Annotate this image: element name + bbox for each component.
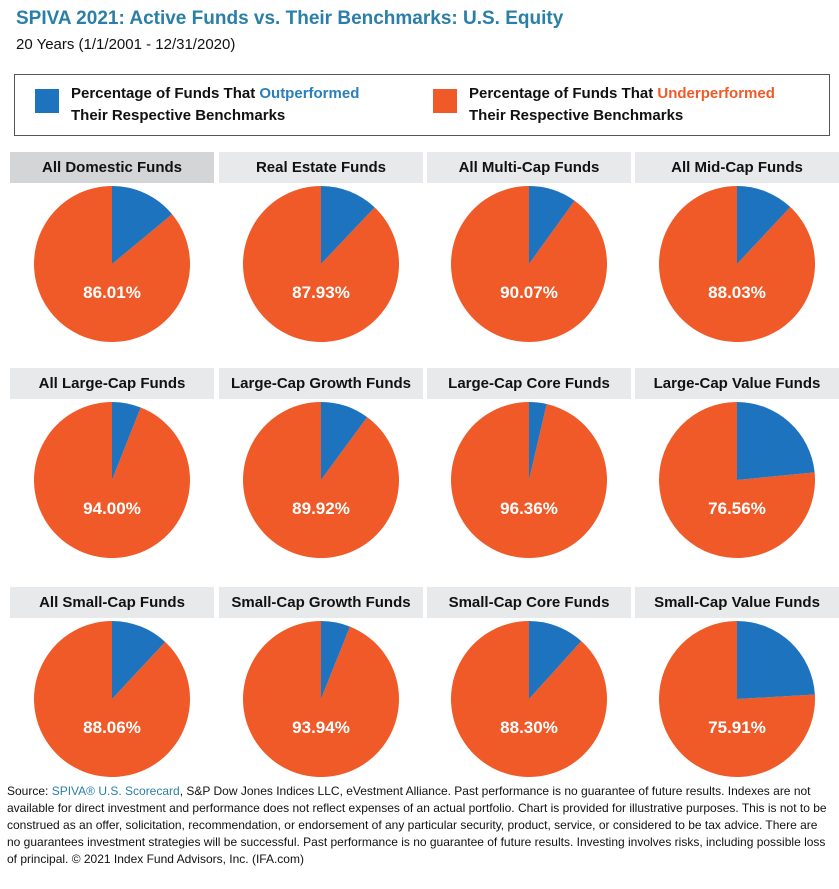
source-prefix: Source:: [7, 784, 52, 798]
pie-chart-title: Large-Cap Growth Funds: [219, 368, 423, 399]
legend-item-outperformed: Percentage of Funds That Outperformed Th…: [35, 83, 359, 127]
pie-slice-outperformed: [112, 186, 173, 264]
pie-chart-all-large-cap-funds: All Large-Cap Funds 94.00%: [10, 368, 214, 578]
legend-text-underperformed: Percentage of Funds That Underperformed …: [469, 83, 775, 127]
pie-data-label: 96.36%: [500, 499, 558, 518]
pie-svg: 76.56%: [659, 402, 815, 558]
pie-chart-all-multi-cap-funds: All Multi-Cap Funds 90.07%: [427, 152, 631, 362]
pie-slice-outperformed: [112, 621, 166, 699]
pie-slice-underperformed: [34, 621, 190, 777]
pie-chart-title: All Multi-Cap Funds: [427, 152, 631, 183]
pie-chart-all-small-cap-funds: All Small-Cap Funds 88.06%: [10, 587, 214, 797]
pie-svg: 86.01%: [34, 186, 190, 342]
pie-slice-outperformed: [737, 621, 815, 699]
pie-slice-underperformed: [659, 402, 815, 558]
pie-chart-title: Small-Cap Growth Funds: [219, 587, 423, 618]
pie-svg: 96.36%: [451, 402, 607, 558]
pie-svg: 94.00%: [34, 402, 190, 558]
pie-slice-outperformed: [321, 621, 350, 699]
pie-chart-small-cap-core-funds: Small-Cap Core Funds 88.30%: [427, 587, 631, 797]
pie-slice-underperformed: [451, 402, 607, 558]
pie-data-label: 75.91%: [708, 718, 766, 737]
pie-chart-large-cap-value-funds: Large-Cap Value Funds 76.56%: [635, 368, 839, 578]
pie-chart-title: All Large-Cap Funds: [10, 368, 214, 399]
pie-chart-small-cap-value-funds: Small-Cap Value Funds 75.91%: [635, 587, 839, 797]
pie-data-label: 76.56%: [708, 499, 766, 518]
pie-chart-title: Large-Cap Core Funds: [427, 368, 631, 399]
legend-prefix: Percentage of Funds That: [469, 85, 658, 102]
pie-slice-outperformed: [529, 186, 575, 264]
pie-svg: 88.06%: [34, 621, 190, 777]
pie-data-label: 86.01%: [83, 283, 141, 302]
pie-slice-underperformed: [243, 621, 399, 777]
pie-data-label: 88.03%: [708, 283, 766, 302]
legend-suffix: Their Respective Benchmarks: [469, 107, 684, 124]
chart-subtitle: 20 Years (1/1/2001 - 12/31/2020): [16, 36, 236, 53]
pie-slice-outperformed: [321, 186, 375, 264]
pie-chart-real-estate-funds: Real Estate Funds 87.93%: [219, 152, 423, 362]
pie-data-label: 90.07%: [500, 283, 558, 302]
pie-slice-underperformed: [243, 186, 399, 342]
pie-chart-title: Large-Cap Value Funds: [635, 368, 839, 399]
pie-svg: 87.93%: [243, 186, 399, 342]
pie-svg: 75.91%: [659, 621, 815, 777]
pie-chart-large-cap-growth-funds: Large-Cap Growth Funds 89.92%: [219, 368, 423, 578]
pie-chart-small-cap-growth-funds: Small-Cap Growth Funds 93.94%: [219, 587, 423, 797]
legend-text-outperformed: Percentage of Funds That Outperformed Th…: [71, 83, 359, 127]
legend-swatch-outperformed: [35, 89, 59, 113]
legend-item-underperformed: Percentage of Funds That Underperformed …: [433, 83, 775, 127]
legend-prefix: Percentage of Funds That: [71, 85, 260, 102]
pie-slice-underperformed: [659, 621, 815, 777]
pie-data-label: 88.30%: [500, 718, 558, 737]
pie-slice-outperformed: [529, 621, 582, 699]
pie-chart-large-cap-core-funds: Large-Cap Core Funds 96.36%: [427, 368, 631, 578]
legend-highlight-outperformed: Outperformed: [259, 85, 360, 102]
source-link[interactable]: SPIVA® U.S. Scorecard: [51, 784, 180, 798]
pie-chart-title: All Small-Cap Funds: [10, 587, 214, 618]
pie-slice-outperformed: [529, 402, 547, 480]
pie-chart-title: All Mid-Cap Funds: [635, 152, 839, 183]
pie-svg: 88.03%: [659, 186, 815, 342]
pie-slice-underperformed: [451, 186, 607, 342]
pie-chart-title: Small-Cap Value Funds: [635, 587, 839, 618]
pie-svg: 90.07%: [451, 186, 607, 342]
pie-chart-title: Small-Cap Core Funds: [427, 587, 631, 618]
pie-slice-underperformed: [451, 621, 607, 777]
legend-swatch-underperformed: [433, 89, 457, 113]
pie-data-label: 89.92%: [292, 499, 350, 518]
pie-data-label: 94.00%: [83, 499, 141, 518]
pie-data-label: 88.06%: [83, 718, 141, 737]
pie-svg: 88.30%: [451, 621, 607, 777]
legend-highlight-underperformed: Underperformed: [657, 85, 775, 102]
pie-svg: 93.94%: [243, 621, 399, 777]
pie-svg: 89.92%: [243, 402, 399, 558]
chart-title: SPIVA 2021: Active Funds vs. Their Bench…: [16, 8, 564, 29]
source-text: , S&P Dow Jones Indices LLC, eVestment A…: [7, 784, 827, 866]
pie-slice-outperformed: [737, 186, 791, 264]
pie-slice-underperformed: [34, 186, 190, 342]
pie-slice-outperformed: [737, 402, 815, 480]
source-note: Source: SPIVA® U.S. Scorecard, S&P Dow J…: [7, 783, 833, 868]
pie-chart-all-domestic-funds: All Domestic Funds 86.01%: [10, 152, 214, 362]
pie-slice-outperformed: [321, 402, 368, 480]
pie-chart-all-mid-cap-funds: All Mid-Cap Funds 88.03%: [635, 152, 839, 362]
pie-slice-underperformed: [243, 402, 399, 558]
pie-chart-title: Real Estate Funds: [219, 152, 423, 183]
pie-chart-title: All Domestic Funds: [10, 152, 214, 183]
legend: Percentage of Funds That Outperformed Th…: [14, 74, 830, 136]
pie-slice-underperformed: [34, 402, 190, 558]
pie-slice-underperformed: [659, 186, 815, 342]
pie-data-label: 93.94%: [292, 718, 350, 737]
legend-suffix: Their Respective Benchmarks: [71, 107, 286, 124]
pie-data-label: 87.93%: [292, 283, 350, 302]
pie-slice-outperformed: [112, 402, 141, 480]
